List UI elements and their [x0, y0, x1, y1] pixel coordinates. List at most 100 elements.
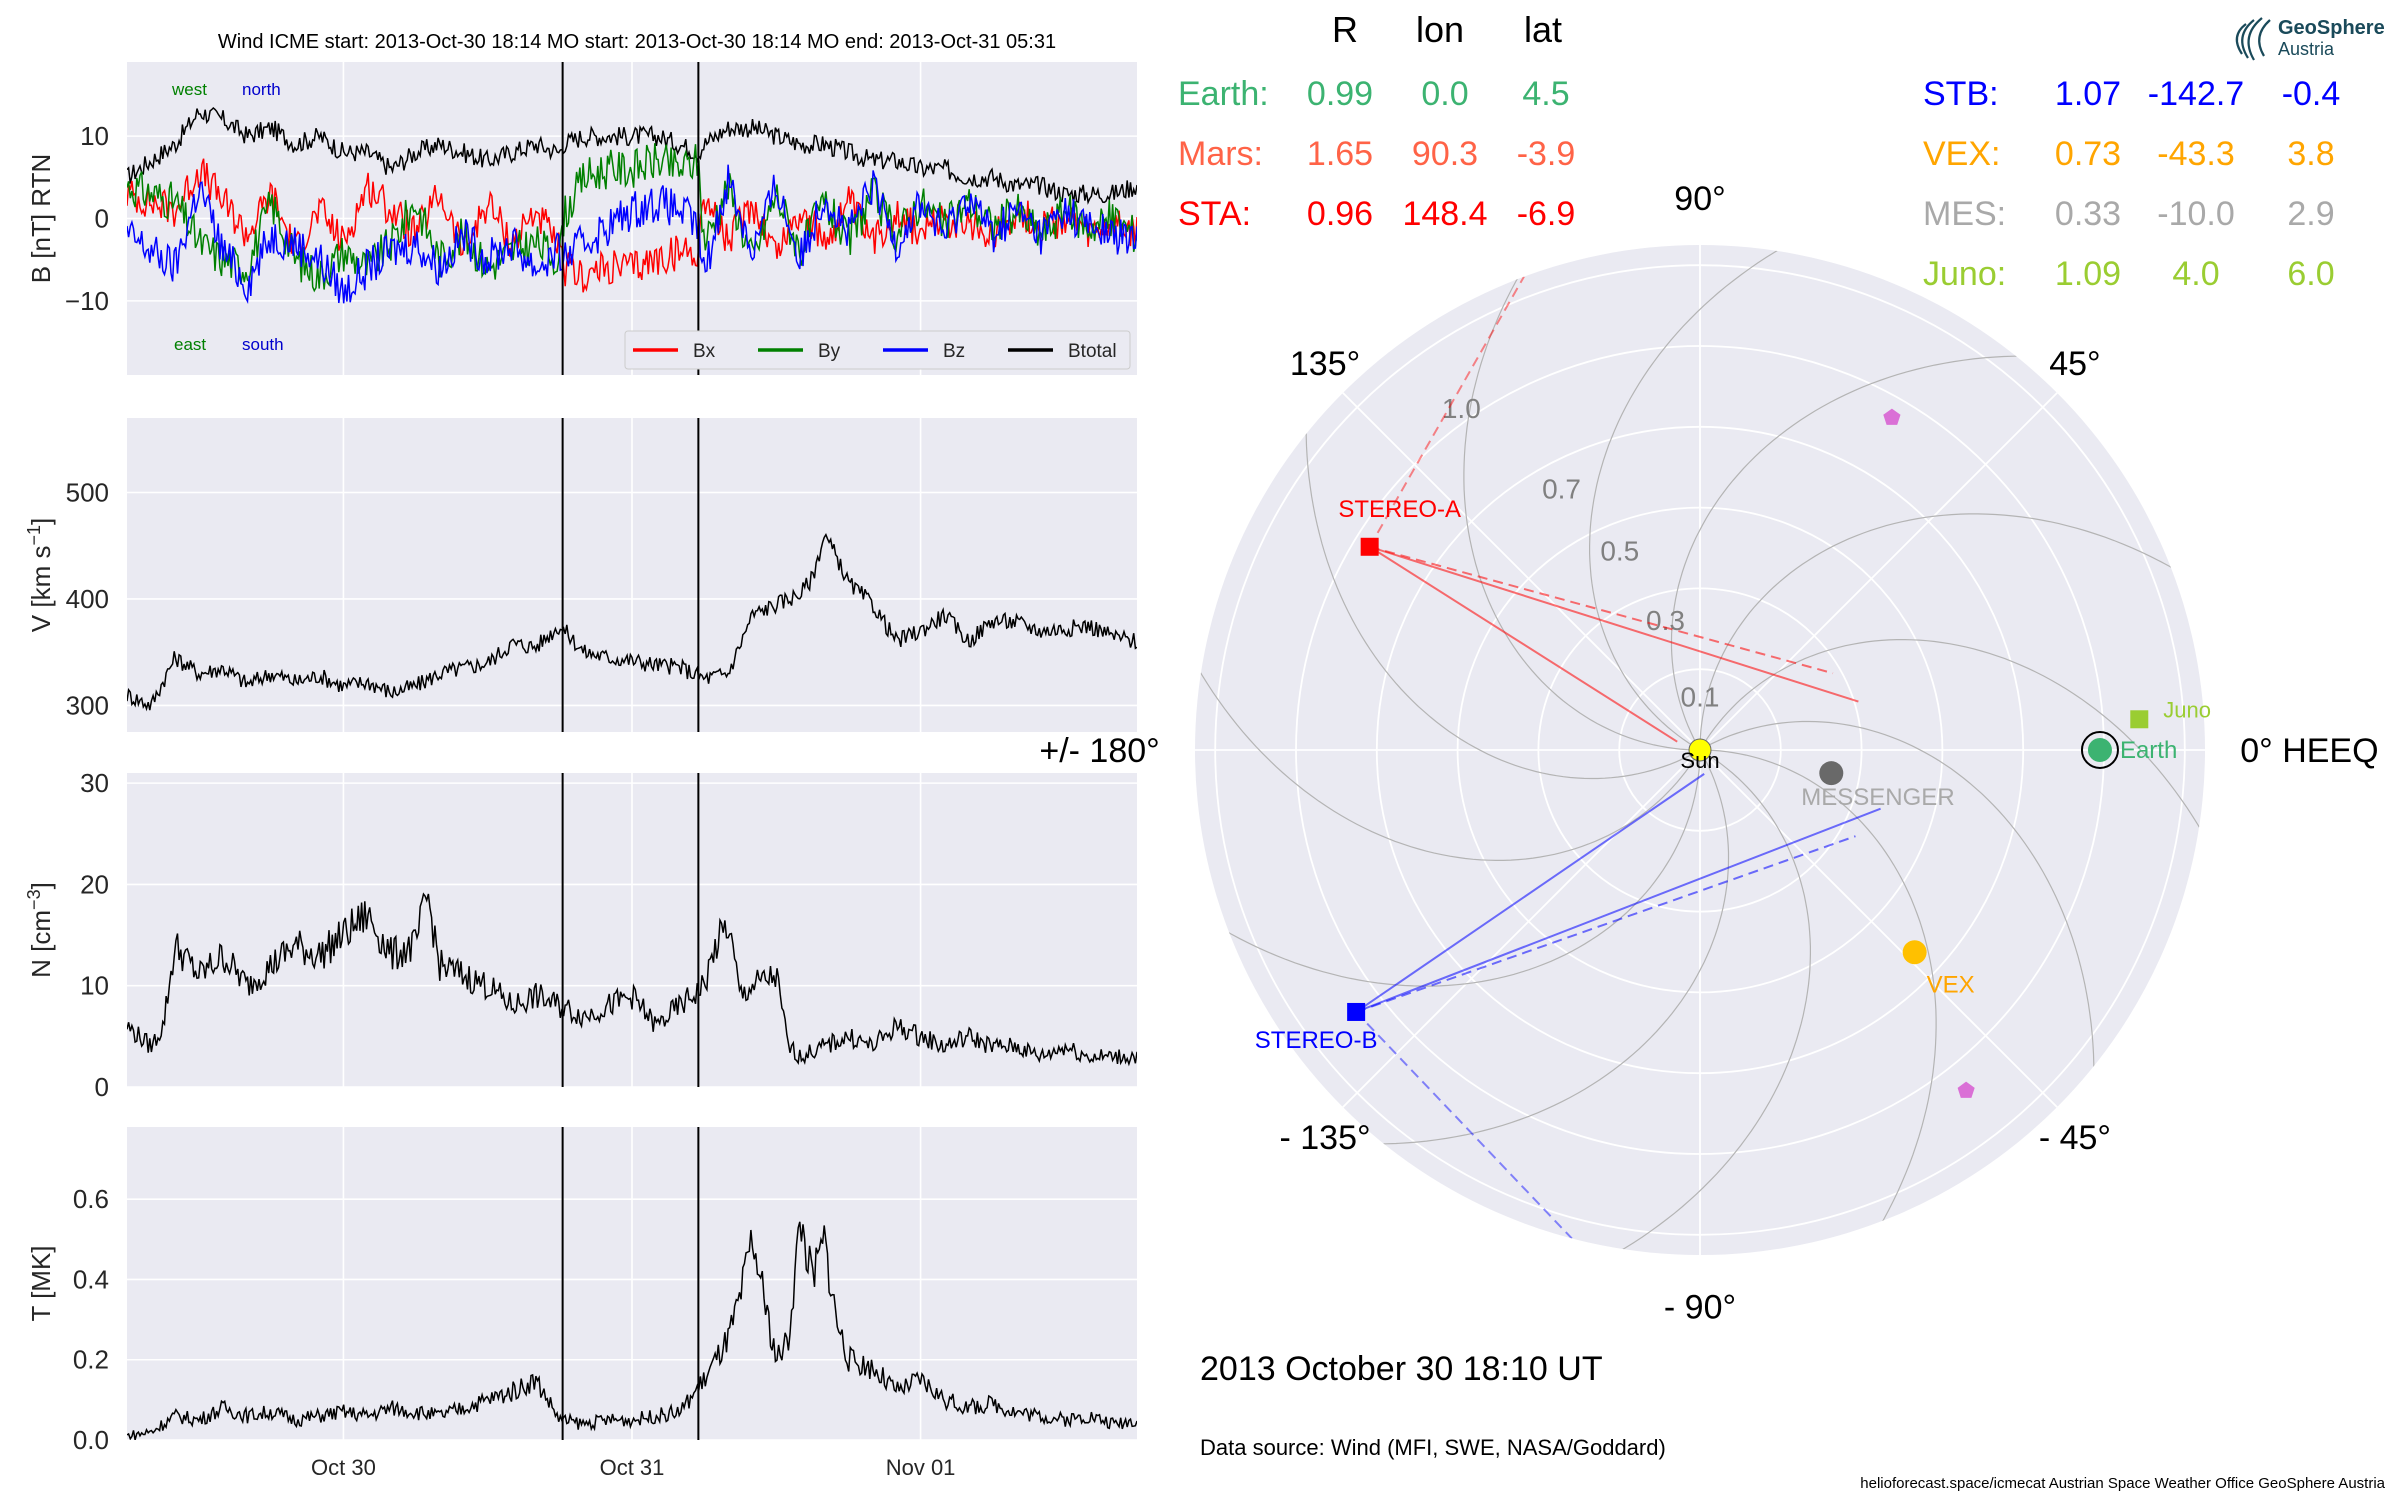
- parker-spiral-line: [1699, 513, 2205, 751]
- series-line-Btotal: [127, 106, 1137, 205]
- angle-label: - 45°: [2039, 1119, 2111, 1157]
- angle-spoke: [1699, 749, 2058, 1108]
- y-tick-label: 400: [66, 584, 109, 614]
- panel-V: 300 400 500 V [km s−1]: [24, 418, 1137, 732]
- y-tick-label: 0.4: [73, 1264, 109, 1294]
- data-source: Data source: Wind (MFI, SWE, NASA/Goddar…: [1200, 1435, 1666, 1460]
- position-r: 1.07: [2055, 75, 2121, 113]
- angle-label: - 90°: [1664, 1288, 1736, 1326]
- position-body-name: STB:: [1923, 75, 1999, 113]
- series-line-T: [127, 1221, 1137, 1440]
- parker-spiral-line: [1195, 637, 1701, 862]
- fov-line: [1355, 773, 1705, 1013]
- positions-left: Earth: 0.99 0.0 4.5 Mars: 1.65 90.3 -3.9 STA: 0.9…: [1178, 75, 1575, 233]
- body-marker-unlabeled: [1883, 408, 1901, 425]
- legend-label-By: By: [818, 341, 841, 362]
- position-lat: 3.8: [2287, 135, 2334, 173]
- angle-spoke: [1342, 749, 1701, 1108]
- legend-box: [624, 330, 1131, 370]
- angle-label: 135°: [1290, 345, 1360, 383]
- legend-label-Bz: Bz: [943, 341, 965, 362]
- col-header-lat: lat: [1524, 9, 1562, 50]
- panel-B: −10 0 10 B [nT] RTN west north east south Bx By Bz…: [26, 62, 1137, 375]
- angle-label: 0° HEEQ: [2240, 732, 2378, 770]
- fov-line-outer: [1355, 1011, 1573, 1240]
- position-r: 0.73: [2055, 135, 2121, 173]
- chart-title: Wind ICME start: 2013-Oct-30 18:14 MO st…: [218, 31, 1056, 53]
- parker-spiral-line: [1588, 245, 1813, 751]
- y-axis-label: V [km s−1]: [24, 518, 56, 632]
- position-lon: 90.3: [1412, 135, 1478, 173]
- position-r: 0.99: [1307, 75, 1373, 113]
- body-label-sun: Sun: [1680, 748, 1719, 773]
- parker-spiral-line: [1699, 720, 2095, 1107]
- parker-spirals: [1195, 245, 2205, 1255]
- y-tick-label: 0: [95, 204, 109, 234]
- parker-spiral-line: [1343, 749, 1730, 1145]
- position-r: 0.33: [2055, 195, 2121, 233]
- position-lat: 2.9: [2287, 195, 2334, 233]
- body-label-stereo-a: STEREO-A: [1338, 496, 1461, 523]
- position-r: 1.09: [2055, 255, 2121, 293]
- parker-spiral-line: [1587, 749, 1812, 1255]
- y-tick-label: 10: [80, 121, 109, 151]
- position-row: Mars: 1.65 90.3 -3.9: [1178, 135, 1575, 173]
- parker-spiral-line: [1305, 393, 1701, 780]
- radial-tick-label: 0.1: [1681, 681, 1720, 712]
- position-lon: 148.4: [1402, 195, 1487, 233]
- angle-spoke: [1699, 392, 2058, 751]
- legend: Bx By Bz Btotal: [624, 330, 1131, 370]
- position-body-name: STA:: [1178, 195, 1251, 233]
- y-tick-label: −10: [65, 286, 109, 316]
- positions-table: R lon lat Earth: 0.99 0.0 4.5 Mars: 1.65 90.3 -…: [1178, 9, 2340, 293]
- footer-credits: helioforecast.space/icmecat Austrian Spa…: [1860, 1475, 2385, 1492]
- fov-line: [1369, 545, 1859, 703]
- parker-spiral-line: [1670, 355, 2057, 751]
- radial-tick-label: 0.7: [1542, 474, 1581, 505]
- position-lat: -0.4: [2282, 75, 2341, 113]
- position-lat: 6.0: [2287, 255, 2334, 293]
- fov-line: [1369, 545, 1834, 675]
- radial-tick-label: 1.0: [1442, 393, 1481, 424]
- position-lon: 4.0: [2172, 255, 2219, 293]
- body-marker-messenger: [1819, 761, 1844, 786]
- y-tick-label: 20: [80, 869, 109, 899]
- position-lat: -6.9: [1517, 195, 1576, 233]
- position-row: MES: 0.33 -10.0 2.9: [1923, 195, 2335, 233]
- angle-label: - 135°: [1280, 1119, 1371, 1157]
- annotation-north: north: [242, 80, 281, 99]
- y-tick-label: 0.2: [73, 1345, 109, 1375]
- fov-line-outer: [1368, 276, 1525, 548]
- body-marker-earth: [2087, 738, 2112, 762]
- position-lat: -3.9: [1517, 135, 1576, 173]
- parker-spiral-line: [1463, 245, 1701, 751]
- time-series-panels: −10 0 10 B [nT] RTN west north east south Bx By Bz…: [24, 62, 1137, 1480]
- angle-spoke: [1342, 392, 1701, 751]
- position-lat: 4.5: [1522, 75, 1569, 113]
- body-marker-juno: [2130, 710, 2149, 729]
- y-tick-label: 10: [80, 971, 109, 1001]
- y-tick-label: 0.6: [73, 1184, 109, 1214]
- panel-T: 0.0 0.2 0.4 0.6 Oct 30 Oct 31 Nov 01 T [MK]: [26, 1127, 1137, 1480]
- position-lon: -43.3: [2157, 135, 2235, 173]
- logo-subname: Austria: [2278, 39, 2335, 59]
- series-line-Bz: [127, 164, 1137, 305]
- parker-spiral-line: [1699, 749, 1937, 1255]
- fov-line: [1355, 807, 1881, 1013]
- col-header-lon: lon: [1416, 9, 1464, 50]
- body-label-juno: Juno: [2163, 697, 2211, 722]
- position-r: 0.96: [1307, 195, 1373, 233]
- y-tick-label: 0.0: [73, 1425, 109, 1455]
- y-tick-label: 30: [80, 768, 109, 798]
- position-body-name: Mars:: [1178, 135, 1263, 173]
- y-axis-label: T [MK]: [26, 1245, 56, 1321]
- body-marker-vex: [1902, 940, 1927, 965]
- position-row: VEX: 0.73 -43.3 3.8: [1923, 135, 2335, 173]
- position-body-name: Earth:: [1178, 75, 1269, 113]
- parker-spiral-line: [1699, 638, 2205, 863]
- body-marker-unlabeled: [1957, 1081, 1975, 1098]
- angle-label: +/- 180°: [1039, 732, 1159, 770]
- body-marker-sun: [1688, 738, 1712, 762]
